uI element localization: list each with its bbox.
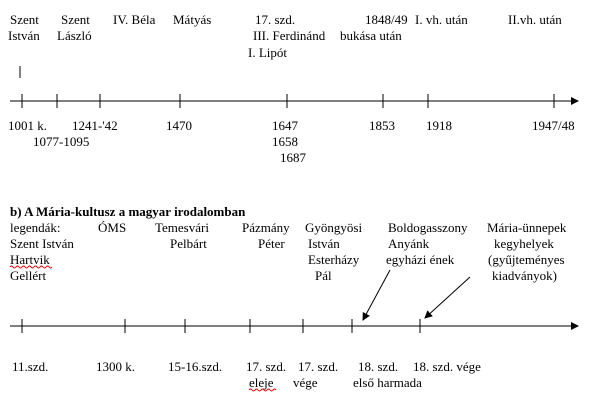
- label: Pázmány: [242, 220, 290, 235]
- date: 1658: [272, 134, 298, 149]
- date: 1687: [280, 150, 307, 165]
- label: II.vh. után: [508, 12, 562, 27]
- date: 17. szd.: [246, 359, 286, 374]
- date: 11.szd.: [12, 359, 48, 374]
- label: ÓMS: [98, 220, 126, 235]
- date: 18. szd.: [358, 359, 398, 374]
- label: Péter: [258, 236, 285, 251]
- date: 15-16.szd.: [168, 359, 222, 374]
- label: István: [308, 236, 340, 251]
- date: eleje: [249, 375, 274, 390]
- spell-underline: [9, 265, 53, 269]
- date: 1241-'42: [72, 118, 118, 133]
- date: 1077-1095: [33, 134, 89, 149]
- label: Szent: [10, 12, 39, 27]
- label: Szent István: [10, 236, 74, 251]
- date: vége: [293, 375, 318, 390]
- timeline-2: b) A Mária-kultusz a magyar irodalomban …: [9, 204, 579, 392]
- label: Anyánk: [388, 236, 430, 251]
- label: Szent: [61, 12, 90, 27]
- label: Esterházy: [308, 252, 360, 267]
- label: Pelbárt: [170, 236, 207, 251]
- date: 18. szd. vége: [413, 359, 481, 374]
- label: I. vh. után: [415, 12, 468, 27]
- label: IV. Béla: [113, 12, 156, 27]
- label: I. Lipót: [248, 45, 287, 60]
- label: Boldogasszony: [388, 220, 468, 235]
- date: 1918: [426, 118, 452, 133]
- date: 1647: [272, 118, 299, 133]
- date: 17. szd.: [298, 359, 338, 374]
- pointer-arrow: [424, 276, 471, 319]
- ticks: [21, 94, 555, 108]
- label: III. Ferdinánd: [253, 28, 326, 43]
- label: bukása után: [340, 28, 402, 43]
- label: Temesvári: [155, 220, 209, 235]
- label: (gyűjteményes: [488, 252, 565, 267]
- pointer-arrow: [362, 269, 391, 321]
- label: kiadványok): [492, 268, 557, 283]
- label: Pál: [315, 268, 332, 283]
- label: István: [8, 28, 40, 43]
- label: Mária-ünnepek: [487, 220, 567, 235]
- label: Gellért: [10, 268, 46, 283]
- date: 1001 k.: [8, 118, 47, 133]
- date: első harmada: [353, 375, 422, 390]
- label: Gyöngyösi: [305, 220, 362, 235]
- spell-underline: [248, 388, 277, 392]
- section-title: b) A Mária-kultusz a magyar irodalomban: [10, 204, 246, 219]
- timeline-1: Szent István Szent László IV. Béla Mátyá…: [8, 12, 579, 165]
- label: Mátyás: [173, 12, 211, 27]
- label: 1848/49: [365, 12, 408, 27]
- label: Hartvik: [10, 252, 50, 267]
- date: 1947/48: [532, 118, 575, 133]
- date: 1853: [369, 118, 395, 133]
- date: 1470: [166, 118, 192, 133]
- ticks: [21, 319, 421, 333]
- label: egyházi ének: [386, 252, 455, 267]
- label: legendák:: [10, 220, 61, 235]
- label: 17. szd.: [255, 12, 295, 27]
- label: László: [57, 28, 92, 43]
- date: 1300 k.: [96, 359, 135, 374]
- label: kegyhelyek: [494, 236, 554, 251]
